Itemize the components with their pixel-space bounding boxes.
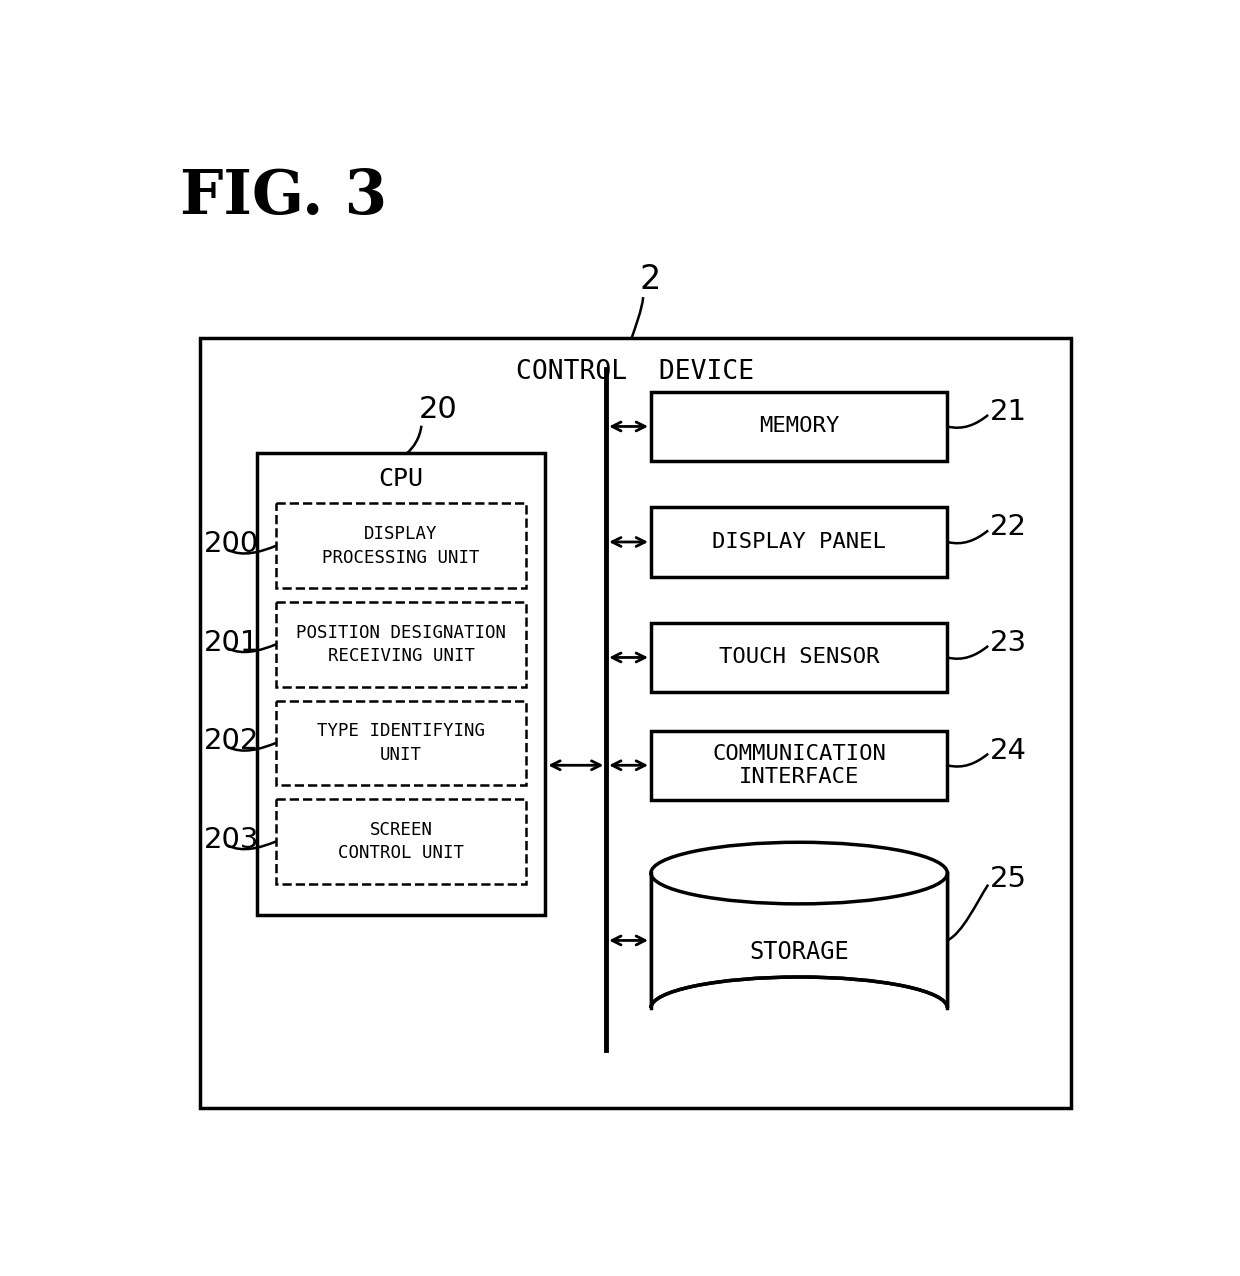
- Bar: [651, 392, 947, 461]
- Text: 23: 23: [990, 629, 1027, 657]
- Text: COMMUNICATION
INTERFACE: COMMUNICATION INTERFACE: [712, 744, 887, 787]
- Text: 203: 203: [205, 826, 260, 854]
- Bar: [651, 623, 947, 692]
- Text: DISPLAY PANEL: DISPLAY PANEL: [712, 532, 887, 553]
- Text: DISPLAY
PROCESSING UNIT: DISPLAY PROCESSING UNIT: [322, 524, 480, 567]
- Text: 25: 25: [990, 865, 1027, 893]
- Text: MEMORY: MEMORY: [759, 416, 839, 436]
- Text: 201: 201: [205, 629, 260, 657]
- Bar: [277, 701, 526, 785]
- Text: POSITION DESIGNATION
RECEIVING UNIT: POSITION DESIGNATION RECEIVING UNIT: [296, 624, 506, 665]
- Text: 202: 202: [205, 727, 259, 755]
- Bar: [257, 453, 546, 915]
- Text: CPU: CPU: [378, 467, 424, 491]
- Text: 24: 24: [990, 736, 1027, 764]
- Bar: [651, 873, 947, 1008]
- Text: FIG. 3: FIG. 3: [180, 167, 387, 227]
- Text: CONTROL  DEVICE: CONTROL DEVICE: [516, 360, 755, 385]
- Text: TOUCH SENSOR: TOUCH SENSOR: [719, 647, 879, 667]
- Bar: [277, 504, 526, 588]
- Bar: [651, 508, 947, 577]
- Text: 22: 22: [990, 513, 1027, 541]
- Bar: [201, 338, 1070, 1108]
- Ellipse shape: [651, 977, 947, 1039]
- Text: 200: 200: [205, 531, 259, 559]
- Text: SCREEN
CONTROL UNIT: SCREEN CONTROL UNIT: [339, 820, 464, 863]
- Ellipse shape: [651, 842, 947, 903]
- Text: TYPE IDENTIFYING
UNIT: TYPE IDENTIFYING UNIT: [317, 722, 485, 764]
- Text: 21: 21: [990, 398, 1027, 426]
- Text: 2: 2: [640, 263, 661, 296]
- Bar: [277, 799, 526, 884]
- Text: 20: 20: [418, 396, 458, 424]
- Bar: [277, 602, 526, 686]
- Text: STORAGE: STORAGE: [749, 940, 849, 963]
- Bar: [651, 731, 947, 800]
- Bar: [647, 1008, 951, 1042]
